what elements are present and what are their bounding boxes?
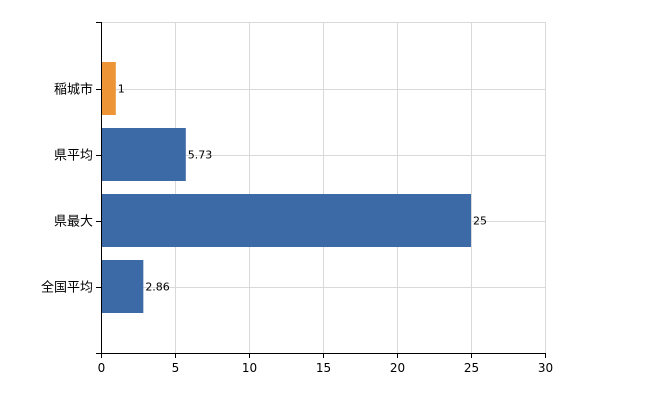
bar-layer: [102, 62, 471, 313]
category-label: 稲城市: [54, 82, 93, 98]
x-tick-label: 30: [538, 361, 553, 375]
bar: [102, 260, 144, 313]
data-label: 25: [473, 215, 487, 228]
data-label: 1: [118, 83, 125, 96]
bar: [102, 62, 116, 115]
bar: [102, 194, 471, 247]
x-tick-label: 10: [242, 361, 257, 375]
x-tick-label: 0: [98, 361, 106, 375]
category-label: 全国平均: [41, 280, 93, 296]
category-label: 県最大: [54, 215, 93, 230]
bar: [102, 128, 186, 181]
category-label: 県平均: [54, 149, 93, 164]
data-label: 2.86: [145, 281, 170, 294]
axis-layer: [96, 22, 546, 358]
x-tick-label: 5: [172, 361, 180, 375]
x-tick-label: 15: [316, 361, 331, 375]
x-tick-label: 25: [464, 361, 479, 375]
label-layer: 1 稲城市 5.73 県平均 25 県最大 2.86 全国平均 0 5 10 15 20 25 30: [41, 82, 553, 376]
grid-layer: [101, 22, 546, 353]
x-tick-label: 20: [390, 361, 405, 375]
data-label: 5.73: [188, 149, 213, 162]
